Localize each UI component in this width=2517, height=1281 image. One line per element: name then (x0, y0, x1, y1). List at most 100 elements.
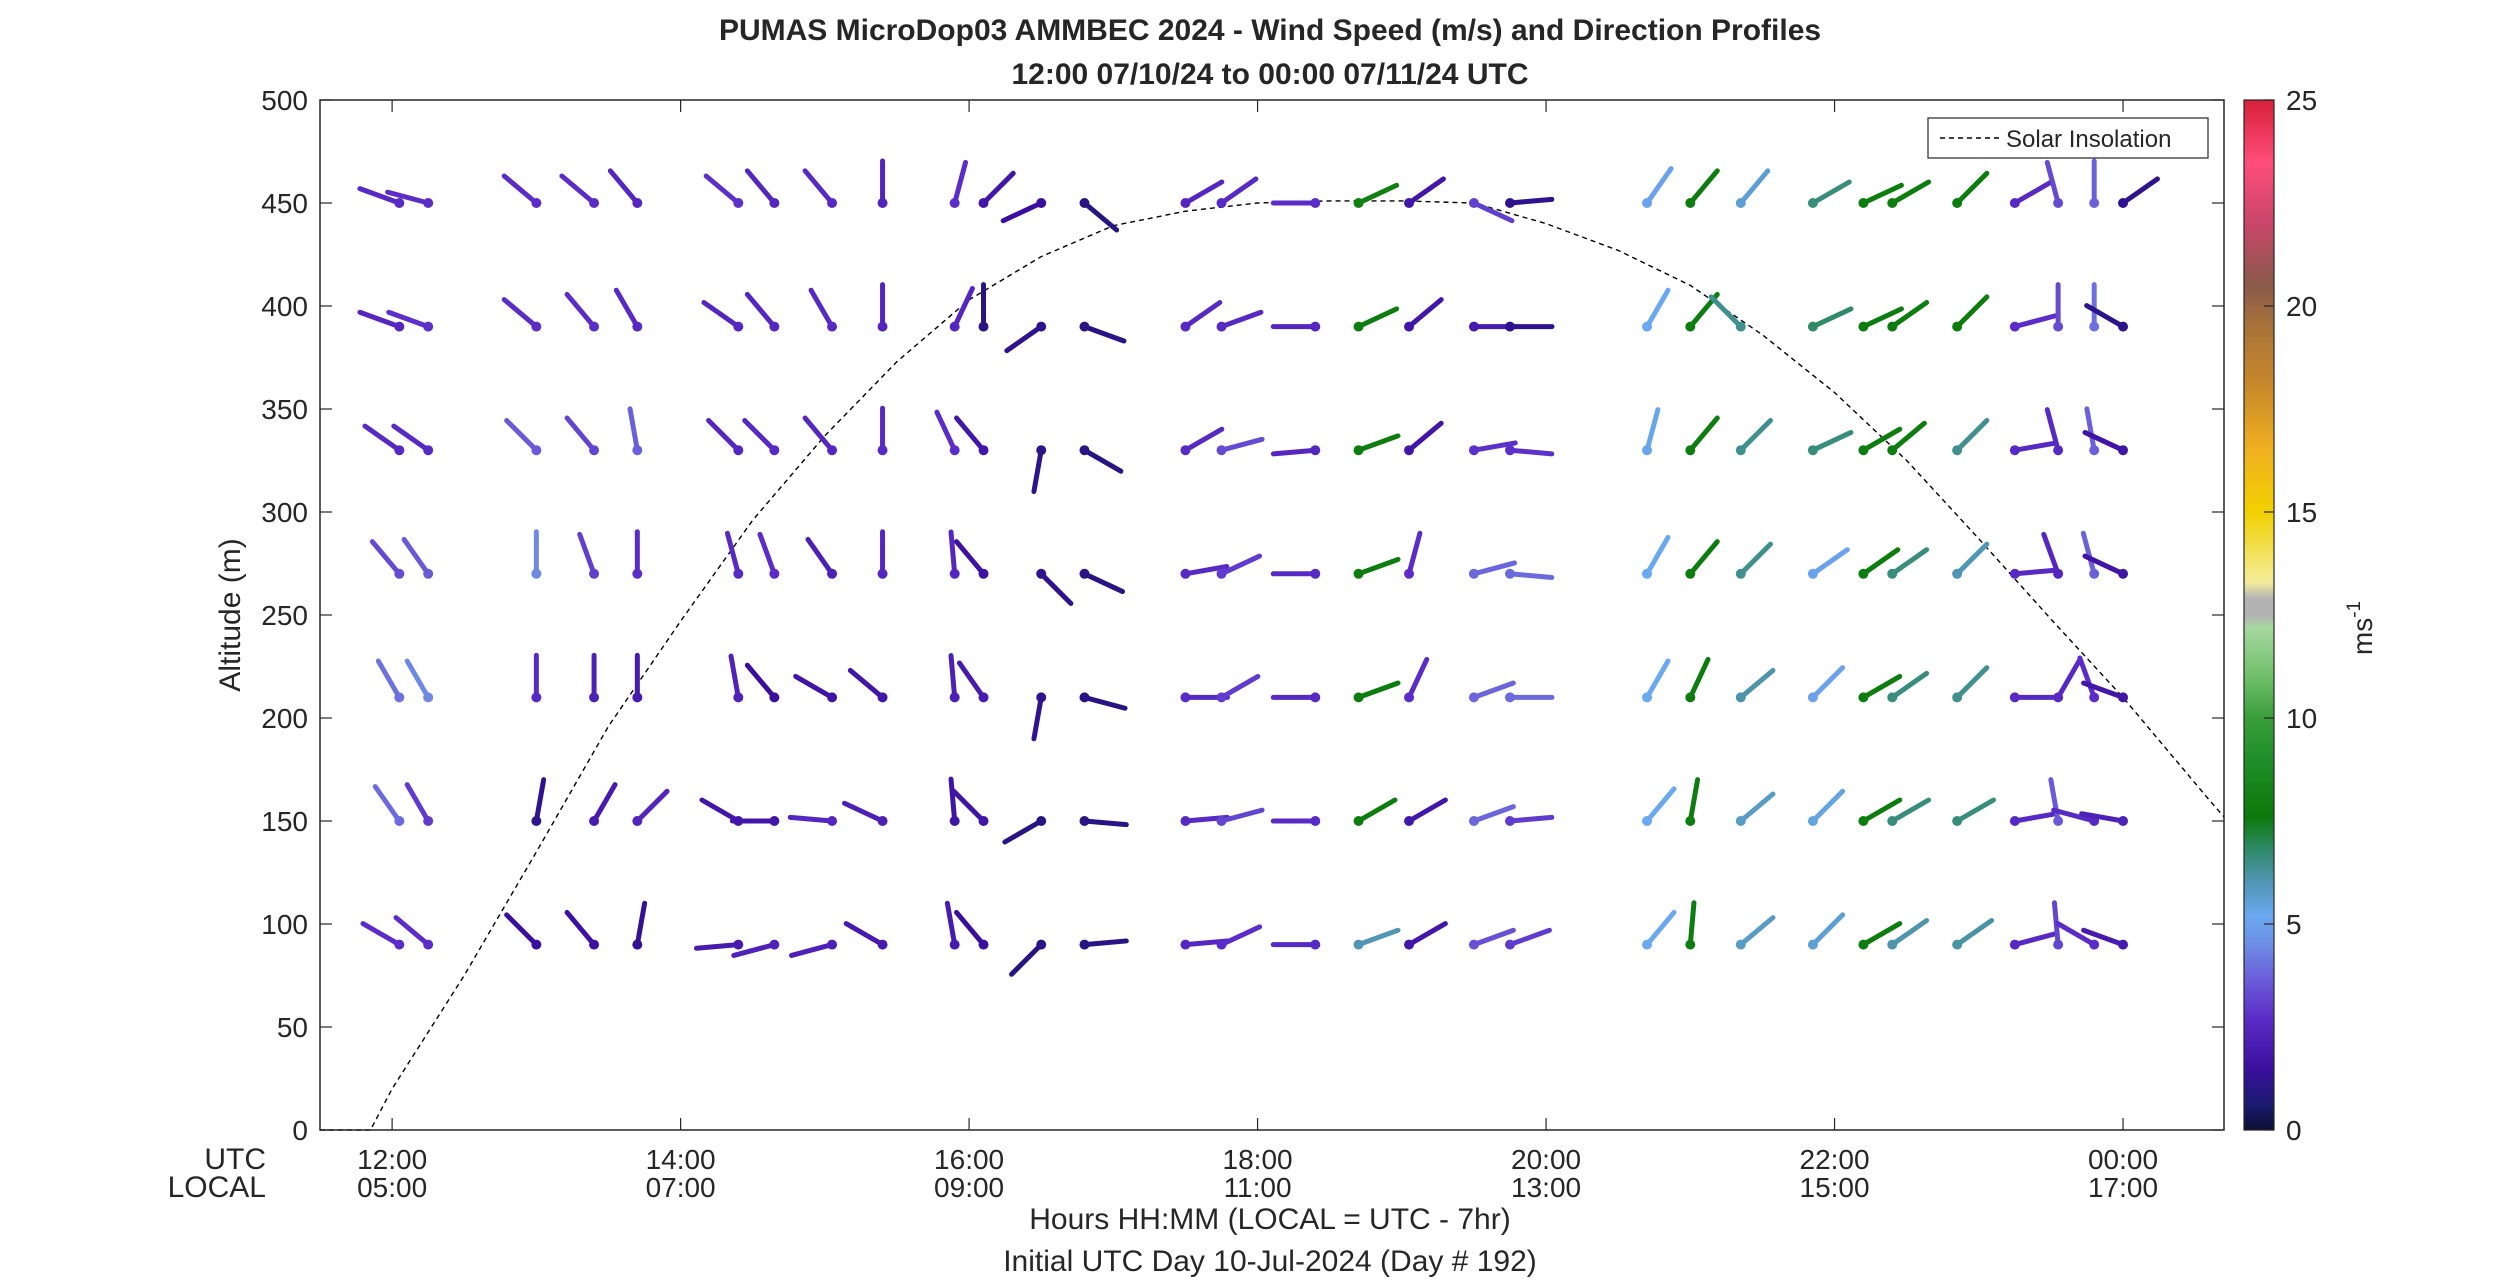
wind-barb-station (1468, 816, 1479, 826)
colorbar-tick-label: 20 (2286, 291, 2317, 322)
wind-barb-station (949, 198, 960, 208)
wind-barb-station (1685, 692, 1696, 703)
wind-barb (742, 418, 780, 456)
wind-barb-station (978, 568, 989, 579)
wind-barb (1505, 445, 1555, 457)
wind-barb (1031, 692, 1047, 742)
wind-barb (805, 536, 838, 579)
wind-barb (1270, 692, 1321, 703)
wind-barb-stem (1687, 900, 1697, 948)
wind-barb-station (1216, 321, 1227, 332)
wind-barb-station (769, 692, 780, 703)
wind-barb (744, 291, 780, 332)
wind-barb-stem (1219, 309, 1264, 330)
wind-barb (693, 939, 744, 951)
wind-barb-stem (1860, 673, 1903, 700)
wind-barb-stem (1860, 921, 1903, 948)
wind-barb (2081, 927, 2129, 950)
wind-barb-station (2053, 445, 2064, 456)
wind-barb (843, 921, 888, 950)
wind-barb-station (394, 568, 405, 579)
wind-barb-station (733, 445, 744, 456)
wind-barb-station (531, 939, 542, 950)
wind-barb-station (394, 692, 405, 703)
wind-barb-stem (1810, 179, 1852, 206)
wind-barb-station (949, 939, 960, 950)
wind-barb (948, 529, 960, 579)
wind-barb-station (1036, 198, 1047, 208)
wind-barb-station (423, 939, 434, 950)
wind-barb-stem (1356, 306, 1400, 330)
wind-barb-stem (954, 539, 987, 577)
wind-barb-station (1468, 445, 1479, 456)
wind-barb-station (1735, 939, 1746, 950)
wind-barb (577, 531, 600, 579)
wind-barb-stem (1644, 407, 1661, 453)
wind-barb-station (2009, 939, 2020, 950)
wind-barb-stem (1406, 797, 1448, 824)
wind-barb-station (1505, 321, 1515, 332)
wind-barb-station (589, 445, 600, 456)
wind-barb-station (769, 198, 780, 208)
wind-barb-station (877, 568, 888, 579)
wind-barb-stem (1471, 200, 1515, 224)
wind-barb (1735, 791, 1776, 826)
wind-barb-stem (2012, 567, 2060, 577)
wind-barb-stem (1860, 182, 1904, 206)
wind-barb (2089, 282, 2100, 332)
wind-barb-station (1887, 568, 1898, 579)
x-tick-label-utc: 14:00 (646, 1144, 716, 1175)
wind-barb-stem (1219, 553, 1263, 577)
wind-barb (564, 291, 600, 332)
wind-barb (2118, 176, 2160, 208)
wind-barb-stem (1738, 791, 1776, 824)
wind-barb (2044, 159, 2064, 208)
wind-barb (1807, 306, 1854, 332)
wind-barb (1685, 539, 1720, 579)
wind-barb (607, 168, 643, 208)
wind-barb-stem (1081, 694, 1128, 711)
wind-barb-station (2053, 321, 2064, 332)
wind-barb-station (1887, 816, 1898, 826)
wind-barb-station (423, 568, 434, 579)
wind-barb-station (1310, 321, 1321, 332)
wind-barb-stem (693, 942, 741, 951)
wind-barb-station (1404, 445, 1415, 456)
wind-barb-stem (1810, 306, 1854, 330)
wind-barb (1642, 407, 1661, 456)
wind-barb-station (1735, 816, 1746, 826)
wind-barb-stem (1889, 918, 1930, 948)
wind-barb-stem (1954, 665, 1990, 700)
wind-barb-station (2118, 816, 2129, 826)
wind-barb (1685, 168, 1720, 208)
wind-barb-stem (2044, 407, 2061, 453)
wind-barb (1807, 665, 1846, 703)
wind-barb-stem (1356, 797, 1398, 824)
wind-barb-station (769, 321, 780, 332)
wind-barb (1735, 418, 1773, 456)
wind-barb-station (2118, 692, 2129, 703)
wind-barb-stem (1406, 420, 1444, 453)
wind-barb (2053, 282, 2064, 332)
wind-barb (1952, 797, 1997, 826)
wind-barb-station (827, 568, 838, 579)
wind-barb-station (1353, 939, 1364, 950)
wind-barb-station (1505, 692, 1515, 703)
wind-barb-stem (1182, 564, 1230, 577)
wind-barb (1270, 445, 1321, 457)
wind-barb-station (2009, 198, 2020, 208)
wind-barb-stem (843, 921, 886, 948)
wind-barb-station (1079, 692, 1090, 703)
wind-barb-stem (2084, 406, 2097, 453)
wind-barb (948, 776, 960, 826)
wind-barb (1404, 297, 1444, 332)
wind-barb (1468, 680, 1516, 703)
wind-barb-station (978, 198, 989, 208)
wind-barb-station (949, 321, 960, 332)
wind-barb-station (2009, 445, 2020, 456)
wind-barb-stem (1644, 658, 1671, 700)
wind-barb-stem (1031, 447, 1044, 495)
wind-barb-stem (1687, 539, 1720, 577)
wind-barb (1404, 921, 1448, 950)
wind-barb-station (1468, 321, 1479, 332)
